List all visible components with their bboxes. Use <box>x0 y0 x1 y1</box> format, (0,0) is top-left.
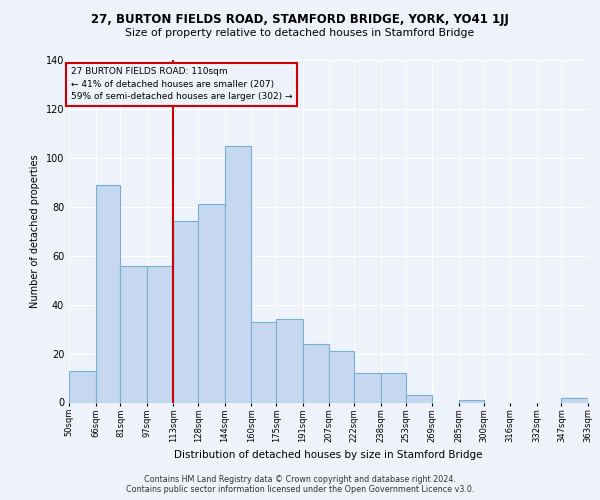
Bar <box>276 320 303 402</box>
Bar <box>251 322 276 402</box>
Bar <box>562 398 588 402</box>
Text: Contains HM Land Registry data © Crown copyright and database right 2024.: Contains HM Land Registry data © Crown c… <box>144 475 456 484</box>
Text: 27, BURTON FIELDS ROAD, STAMFORD BRIDGE, YORK, YO41 1JJ: 27, BURTON FIELDS ROAD, STAMFORD BRIDGE,… <box>91 12 509 26</box>
Bar <box>147 266 173 402</box>
Bar <box>329 351 354 403</box>
Bar <box>381 373 406 402</box>
Text: 27 BURTON FIELDS ROAD: 110sqm
← 41% of detached houses are smaller (207)
59% of : 27 BURTON FIELDS ROAD: 110sqm ← 41% of d… <box>71 68 292 102</box>
Y-axis label: Number of detached properties: Number of detached properties <box>30 154 40 308</box>
Bar <box>95 185 121 402</box>
Bar <box>406 395 432 402</box>
Bar <box>121 266 147 402</box>
Bar <box>303 344 329 403</box>
Bar <box>69 370 95 402</box>
Bar <box>199 204 225 402</box>
Bar <box>354 373 381 402</box>
X-axis label: Distribution of detached houses by size in Stamford Bridge: Distribution of detached houses by size … <box>174 450 483 460</box>
Text: Contains public sector information licensed under the Open Government Licence v3: Contains public sector information licen… <box>126 485 474 494</box>
Bar <box>173 222 199 402</box>
Bar <box>458 400 484 402</box>
Bar <box>225 146 251 402</box>
Text: Size of property relative to detached houses in Stamford Bridge: Size of property relative to detached ho… <box>125 28 475 38</box>
